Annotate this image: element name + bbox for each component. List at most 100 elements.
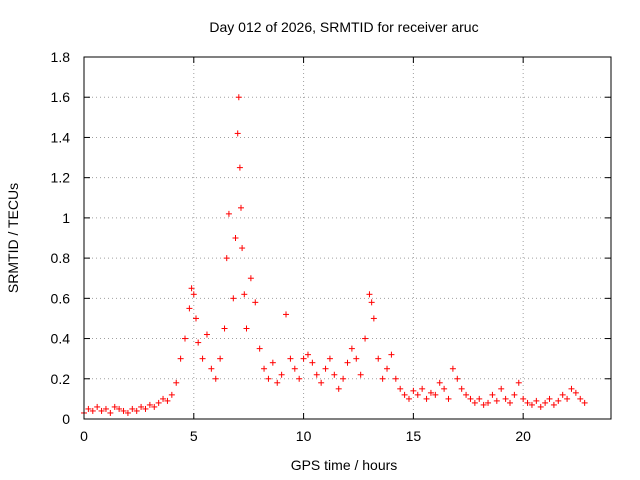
y-tick-label: 1.8 — [51, 49, 71, 65]
data-point — [559, 391, 566, 398]
data-point — [203, 331, 210, 338]
data-point — [577, 395, 584, 402]
data-point — [432, 391, 439, 398]
data-point — [410, 387, 417, 394]
data-point — [256, 345, 263, 352]
data-point — [230, 295, 237, 302]
data-point — [195, 339, 202, 346]
data-point — [397, 385, 404, 392]
plot-frame — [83, 56, 612, 420]
data-point — [506, 399, 513, 406]
data-point — [348, 345, 355, 352]
data-point — [318, 379, 325, 386]
data-point — [208, 365, 215, 372]
data-point — [225, 210, 232, 217]
data-point — [331, 371, 338, 378]
data-point — [476, 395, 483, 402]
data-point — [217, 355, 224, 362]
chart-title: Day 012 of 2026, SRMTID for receiver aru… — [209, 19, 478, 35]
data-point — [85, 405, 92, 412]
data-point — [445, 395, 452, 402]
data-point — [436, 379, 443, 386]
data-point — [362, 335, 369, 342]
data-point — [235, 94, 242, 101]
data-point — [89, 407, 96, 414]
data-point — [454, 375, 461, 382]
data-point — [243, 325, 250, 332]
data-point — [291, 365, 298, 372]
data-point — [212, 375, 219, 382]
data-point — [379, 375, 386, 382]
y-tick-label: 1.2 — [51, 170, 71, 186]
x-tick-label: 10 — [296, 428, 312, 444]
data-point — [221, 325, 228, 332]
y-tick-label: 0.2 — [51, 371, 71, 387]
data-point — [357, 371, 364, 378]
data-point — [471, 399, 478, 406]
data-point — [274, 379, 281, 386]
x-axis-label: GPS time / hours — [291, 457, 398, 473]
data-point — [190, 291, 197, 298]
data-point — [405, 395, 412, 402]
data-point — [238, 204, 245, 211]
data-point — [232, 235, 239, 241]
data-point — [309, 359, 316, 366]
data-point — [111, 403, 118, 410]
data-point — [489, 391, 496, 398]
data-point — [498, 385, 505, 392]
y-tick-label: 0.8 — [51, 250, 71, 266]
data-point — [223, 255, 230, 262]
data-point — [581, 399, 588, 406]
data-point — [265, 375, 272, 382]
data-point — [546, 395, 553, 402]
data-point — [366, 291, 373, 298]
data-point — [236, 164, 243, 171]
data-point — [322, 365, 329, 372]
data-point — [164, 397, 171, 404]
data-point — [192, 315, 199, 322]
data-point — [480, 401, 487, 408]
data-point — [120, 407, 127, 414]
data-point — [375, 355, 382, 362]
data-point — [524, 399, 531, 406]
data-point — [326, 355, 333, 362]
x-tick-label: 15 — [406, 428, 422, 444]
data-point — [401, 391, 408, 398]
data-point — [392, 375, 399, 382]
data-point — [520, 395, 527, 402]
data-point — [241, 291, 248, 298]
data-point — [186, 305, 193, 312]
x-tick-label: 0 — [80, 428, 88, 444]
data-point — [533, 397, 540, 404]
y-tick-label: 0.6 — [51, 290, 71, 306]
data-point — [124, 409, 131, 416]
data-point — [449, 365, 456, 372]
data-point — [537, 403, 544, 410]
y-axis-label: SRMTID / TECUs — [5, 183, 21, 293]
data-point — [138, 403, 145, 410]
data-point — [511, 391, 518, 398]
data-point — [247, 275, 254, 282]
data-point — [287, 355, 294, 362]
data-point — [427, 389, 434, 396]
data-point — [555, 397, 562, 404]
data-point — [133, 407, 140, 414]
data-point — [384, 365, 391, 372]
data-point — [353, 355, 360, 362]
data-point — [370, 315, 377, 322]
data-point — [419, 385, 426, 392]
axis-ticks: 0 0.2 0.4 0.6 0.8 1 1.2 1.4 1.6 1.8 0 5 10 15 20 — [51, 49, 611, 444]
data-point — [199, 355, 206, 362]
data-point — [234, 130, 241, 137]
y-tick-label: 0 — [62, 411, 70, 427]
data-point — [388, 351, 395, 358]
data-point — [300, 355, 307, 362]
y-tick-label: 1 — [62, 210, 70, 226]
y-tick-label: 1.4 — [51, 129, 71, 145]
y-tick-label: 0.4 — [51, 331, 71, 347]
x-tick-label: 20 — [515, 428, 531, 444]
data-point — [151, 403, 158, 410]
data-point — [463, 391, 470, 398]
data-point — [344, 359, 351, 366]
data-point — [94, 403, 101, 410]
